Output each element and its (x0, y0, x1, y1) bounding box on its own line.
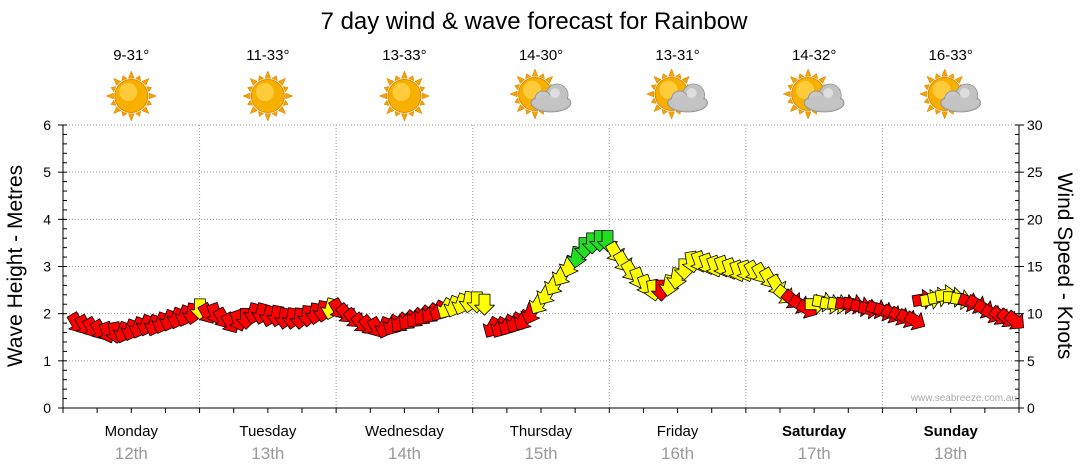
wind-arrow (474, 293, 495, 316)
cloud-icon (803, 83, 845, 113)
day-name-label: Thursday (510, 423, 573, 440)
day-name-label: Sunday (924, 423, 979, 440)
y-left-tick-label: 0 (43, 400, 51, 416)
credit-text: www.seabreeze.com.au (910, 393, 1017, 404)
sun-icon (105, 70, 157, 122)
weather-icon (645, 68, 708, 120)
grid (63, 124, 1019, 408)
weather-icon (782, 68, 845, 120)
cloud-icon (667, 83, 708, 113)
y-left-tick-label: 4 (43, 211, 51, 227)
temperature-label: 13-33° (382, 47, 426, 64)
weather-icon (242, 70, 294, 122)
day-labels: Monday 12th Tuesday 13th Wednesday 14th Thursd… (105, 423, 979, 463)
day-name-label: Tuesday (239, 423, 296, 440)
day-date-label: 18th (934, 444, 967, 463)
temperature-label: 11-33° (246, 47, 289, 64)
wind-arrow (1003, 309, 1025, 330)
y-right-tick-label: 30 (1027, 117, 1043, 133)
y-axis-right-title: Wind Speed - Knots (1053, 173, 1076, 360)
weather-icon (378, 70, 431, 122)
y-right-tick-label: 0 (1027, 400, 1035, 416)
y-left-tick-label: 3 (43, 259, 51, 275)
temperature-label: 14-32° (792, 47, 836, 64)
axes: 0 1 2 3 4 5 6 0 5 10 15 20 25 30 (43, 117, 1043, 416)
cloud-icon (530, 83, 572, 113)
y-left-tick-label: 6 (43, 117, 51, 133)
weather-icon (919, 68, 982, 120)
y-right-tick-label: 5 (1027, 353, 1035, 369)
y-left-tick-label: 5 (43, 164, 51, 180)
day-date-label: 16th (661, 444, 694, 463)
day-name-label: Saturday (782, 423, 847, 440)
y-right-tick-label: 25 (1027, 164, 1043, 180)
day-date-label: 15th (524, 444, 557, 463)
temperature-label: 16-33° (929, 47, 973, 64)
cloud-icon (940, 83, 982, 113)
y-right-tick-label: 10 (1027, 306, 1043, 322)
wind-arrows (66, 230, 1025, 344)
wind-arrow (903, 310, 926, 331)
chart-title: 7 day wind & wave forecast for Rainbow (321, 8, 749, 35)
day-date-label: 17th (798, 444, 831, 463)
weather-row: 9-31° 11-33° 13-33° 14-30° 13-31° 14-32° 16-33… (105, 47, 982, 122)
day-date-label: 12th (115, 444, 148, 463)
sun-icon (378, 70, 431, 122)
y-axis-left-title: Wave Height - Metres (4, 165, 27, 367)
temperature-label: 14-30° (519, 47, 563, 64)
day-name-label: Friday (657, 423, 699, 440)
weather-icon (509, 68, 572, 120)
temperature-label: 9-31° (113, 47, 149, 64)
y-right-tick-label: 20 (1027, 211, 1043, 227)
y-right-tick-label: 15 (1027, 259, 1043, 275)
y-left-tick-label: 2 (43, 306, 51, 322)
day-name-label: Wednesday (365, 423, 444, 440)
day-date-label: 13th (251, 444, 284, 463)
day-date-label: 14th (388, 444, 421, 463)
sun-icon (242, 70, 294, 122)
y-left-tick-label: 1 (43, 353, 51, 369)
day-name-label: Monday (105, 423, 159, 440)
weather-icon (105, 70, 157, 122)
temperature-label: 13-31° (655, 47, 699, 64)
